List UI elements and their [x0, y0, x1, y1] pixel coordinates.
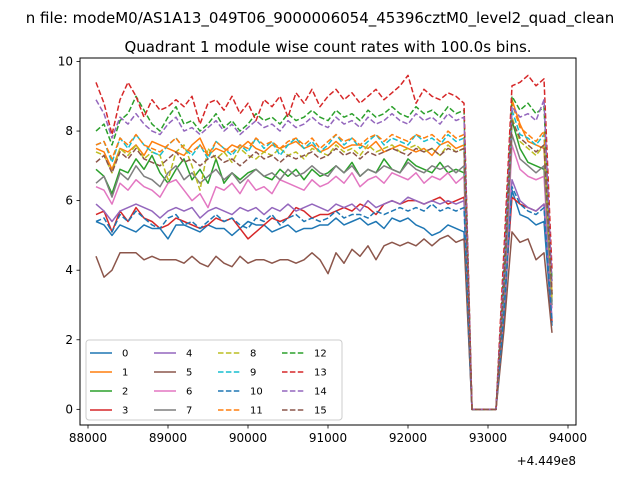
y-tick-label: 6 [65, 194, 73, 208]
y-tick-label: 10 [58, 54, 73, 68]
legend-label-1: 1 [122, 368, 128, 379]
legend-label-5: 5 [186, 368, 192, 379]
legend-label-10: 10 [250, 387, 263, 398]
y-axis: 0 2 4 6 8 10 [58, 54, 80, 416]
x-tick-label: 94000 [549, 431, 587, 445]
x-axis: 88000 89000 90000 91000 92000 93000 94000 [69, 425, 587, 445]
legend-label-14: 14 [314, 387, 327, 398]
legend-label-8: 8 [250, 349, 256, 360]
series-line-14 [95, 98, 553, 411]
x-axis-offset-label: +4.449e8 [517, 454, 576, 468]
x-tick-label: 92000 [389, 431, 427, 445]
legend-label-11: 11 [250, 406, 263, 417]
legend-label-7: 7 [186, 406, 192, 417]
legend-label-0: 0 [122, 349, 128, 360]
y-tick-label: 0 [65, 402, 73, 416]
figure-suptitle: n file: modeM0/AS1A13_049T06_9000006054_… [26, 9, 615, 28]
legend-label-13: 13 [314, 368, 327, 379]
y-tick-label: 8 [65, 124, 73, 138]
plot-series-group [95, 74, 553, 411]
x-tick-label: 90000 [229, 431, 267, 445]
legend-label-15: 15 [314, 406, 327, 417]
series-line-11 [95, 102, 553, 411]
x-tick-label: 91000 [309, 431, 347, 445]
legend-label-2: 2 [122, 387, 128, 398]
series-line-15 [95, 119, 553, 411]
x-tick-label: 93000 [469, 431, 507, 445]
y-tick-label: 2 [65, 333, 73, 347]
legend-label-12: 12 [314, 349, 327, 360]
y-tick-label: 4 [65, 263, 73, 277]
legend-label-6: 6 [186, 387, 192, 398]
chart-title: Quadrant 1 module wise count rates with … [124, 38, 531, 56]
x-tick-label: 89000 [149, 431, 187, 445]
x-tick-label: 88000 [69, 431, 107, 445]
legend-box [85, 339, 343, 421]
legend-label-4: 4 [186, 349, 192, 360]
legend-label-3: 3 [122, 406, 128, 417]
legend-label-9: 9 [250, 368, 256, 379]
